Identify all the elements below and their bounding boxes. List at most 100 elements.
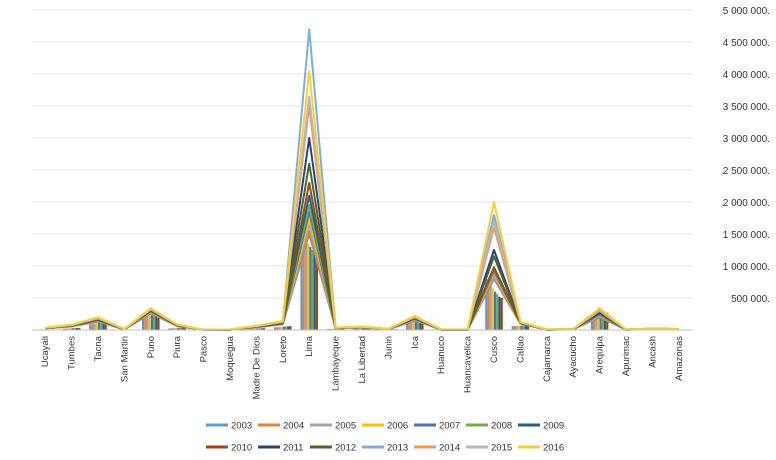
bar <box>168 328 171 330</box>
bar <box>153 314 156 330</box>
bar <box>333 328 336 330</box>
bar <box>590 317 593 330</box>
bar <box>487 280 490 330</box>
bar <box>104 321 107 330</box>
x-tick-label: Cusco <box>489 336 500 363</box>
bar <box>89 324 92 330</box>
bar <box>335 328 338 330</box>
bar <box>340 328 343 330</box>
bar <box>313 253 316 330</box>
bar <box>315 256 318 330</box>
x-tick-label: Lima <box>304 335 315 356</box>
bar <box>258 328 261 330</box>
bar <box>62 328 65 330</box>
bar <box>300 234 303 330</box>
bar <box>302 237 305 330</box>
bar <box>67 328 70 330</box>
x-tick-label: Junin <box>383 336 394 359</box>
bar <box>177 327 180 330</box>
bar <box>601 314 604 330</box>
bar <box>289 326 292 330</box>
series-line-2005 <box>45 223 679 331</box>
bar <box>254 328 257 330</box>
x-tick-label: Cajamarca <box>542 335 553 382</box>
bar <box>419 320 422 330</box>
bar <box>364 328 367 330</box>
series-lines <box>45 28 679 331</box>
x-tick-label: Apurimac <box>621 336 632 376</box>
bar <box>357 328 360 330</box>
y-tick-label: 2 500 000. <box>723 166 770 177</box>
legend-label: 2015 <box>491 443 512 454</box>
bar <box>518 325 521 330</box>
bar <box>513 326 516 330</box>
series-line-2009 <box>45 194 679 331</box>
series-line-2006 <box>45 217 679 331</box>
x-tick-label: Amazonas <box>674 336 685 381</box>
legend-label: 2007 <box>439 421 460 432</box>
bar <box>355 328 358 330</box>
x-tick-label: Huancavelica <box>463 335 474 393</box>
series-line-2004 <box>45 229 679 331</box>
legend-label: 2016 <box>543 443 564 454</box>
x-tick-label: La Libertad <box>357 336 368 384</box>
series-line-2007 <box>45 210 679 331</box>
legend-label: 2004 <box>283 421 304 432</box>
x-tick-label: Pasco <box>199 336 210 362</box>
bar <box>421 320 424 330</box>
bar <box>309 246 312 330</box>
legend-label: 2013 <box>387 443 408 454</box>
bar <box>274 327 277 330</box>
bar <box>282 326 285 330</box>
bar <box>498 296 501 330</box>
bar <box>69 328 72 330</box>
bar <box>307 243 310 330</box>
bar <box>311 250 314 330</box>
bar <box>150 315 153 330</box>
x-tick-label: Puno <box>146 336 157 358</box>
bar <box>144 317 147 330</box>
bar <box>485 278 488 330</box>
legend: 2003 2004 2005 2006 2007 2008 2009 2010 2011 2012… <box>206 421 564 454</box>
x-tick-label: Ucayali <box>40 336 51 367</box>
bar <box>175 328 178 330</box>
bar <box>329 328 332 330</box>
x-tick-label: Ayacucho <box>568 336 579 378</box>
bar <box>353 328 356 330</box>
x-tick-label: Tacna <box>93 335 104 361</box>
bar <box>491 288 494 330</box>
bar <box>256 328 259 330</box>
legend-label: 2014 <box>439 443 460 454</box>
y-tick-label: 4 500 000. <box>723 38 770 49</box>
bar <box>78 327 81 330</box>
bar <box>155 314 158 330</box>
x-tick-label: Arequipa <box>595 335 606 374</box>
series-line-2014 <box>45 105 679 331</box>
legend-label: 2011 <box>283 443 303 454</box>
bar <box>76 327 79 330</box>
bar <box>524 325 527 330</box>
y-tick-label: 1 000 000. <box>723 262 770 273</box>
bar <box>146 316 149 330</box>
x-tick-label: Callao <box>515 336 526 363</box>
x-tick-label: Piura <box>172 335 183 358</box>
series-line-2012 <box>45 162 679 331</box>
x-tick-label: Madre De Dios <box>251 336 262 400</box>
bar <box>183 327 186 330</box>
x-tick-label: Huanuco <box>436 336 447 374</box>
x-tick-label: Moquegua <box>225 335 236 381</box>
legend-label: 2008 <box>491 421 512 432</box>
x-tick-label: Tumbes <box>67 336 78 370</box>
bar <box>359 328 362 330</box>
bar <box>304 240 307 330</box>
x-tick-label: Ica <box>410 335 421 348</box>
bar <box>65 328 68 330</box>
bar <box>489 285 492 330</box>
legend-label: 2010 <box>231 443 252 454</box>
bar <box>414 321 417 330</box>
bar <box>522 325 525 330</box>
x-tick-label: Ancash <box>647 336 658 368</box>
y-tick-label: 5 000 000. <box>723 6 770 17</box>
bar <box>593 316 596 330</box>
